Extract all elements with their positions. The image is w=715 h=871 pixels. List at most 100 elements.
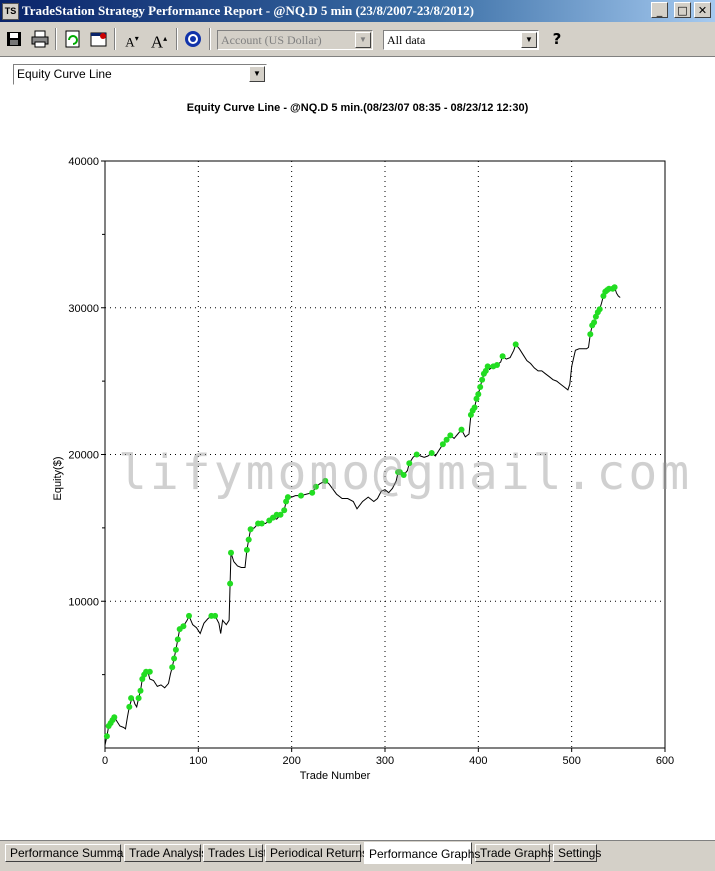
new-high-marker <box>174 636 181 643</box>
new-high-marker <box>406 460 413 467</box>
equity-chart: 0 100 200 300 400 500 600 10000 20000 30000 40000 T… <box>52 156 674 782</box>
chevron-down-icon[interactable]: ▼ <box>249 66 265 82</box>
x-tick-label: 500 <box>562 755 580 767</box>
new-high-marker <box>587 331 594 338</box>
new-high-marker <box>228 549 234 556</box>
chevron-down-icon: ▼ <box>355 32 371 48</box>
new-high-marker <box>484 363 491 370</box>
app-icon: TS <box>2 3 19 20</box>
new-high-marker <box>111 714 118 721</box>
graph-type-value: Equity Curve Line <box>17 67 112 81</box>
help-icon[interactable]: ? <box>552 30 562 48</box>
y-axis-label: Equity($) <box>52 456 64 500</box>
tab-trade-graphs[interactable]: Trade Graphs <box>475 844 554 862</box>
toolbar-separator <box>209 28 211 50</box>
print-icon[interactable] <box>29 28 51 50</box>
y-tick-label: 30000 <box>68 303 99 315</box>
tab-performance-graphs[interactable]: Performance Graphs <box>364 842 480 864</box>
new-high-marker <box>439 441 446 448</box>
tab-performance-summary[interactable]: Performance Summary <box>5 844 133 862</box>
graph-type-select[interactable]: Equity Curve Line ▼ <box>13 64 267 85</box>
new-high-marker <box>171 655 178 662</box>
y-tick-label: 10000 <box>68 596 99 608</box>
new-high-marker <box>172 646 179 653</box>
x-tick-label: 300 <box>376 755 394 767</box>
x-tick-label: 600 <box>656 755 674 767</box>
new-high-marker <box>146 668 153 675</box>
target-icon[interactable] <box>182 28 204 50</box>
new-high-marker <box>284 494 291 501</box>
new-high-marker <box>482 367 489 374</box>
close-button[interactable]: ✕ <box>694 2 711 18</box>
new-high-marker <box>312 483 319 490</box>
new-high-marker <box>475 391 482 398</box>
new-high-marker <box>277 511 284 518</box>
toolbar-separator <box>176 28 178 50</box>
tab-periodical-returns[interactable]: Periodical Returns <box>265 844 368 862</box>
increase-font-icon[interactable]: A▴ <box>150 32 168 52</box>
minimize-button[interactable]: _ <box>651 2 668 18</box>
new-high-marker <box>413 451 420 458</box>
new-high-marker <box>281 507 288 514</box>
new-high-marker <box>400 472 407 478</box>
toolbar: A▾ A▴ Account (US Dollar) ▼ All data ▼ ? <box>0 22 715 57</box>
new-high-marker <box>247 526 254 533</box>
decrease-font-icon[interactable]: A▾ <box>125 34 139 50</box>
new-high-marker <box>180 623 187 630</box>
new-high-marker <box>227 580 234 587</box>
properties-icon[interactable] <box>88 28 110 50</box>
x-tick-label: 200 <box>282 755 300 767</box>
new-high-marker <box>494 362 500 368</box>
new-high-marker <box>103 733 110 740</box>
new-high-marker <box>245 536 252 543</box>
save-icon[interactable] <box>3 28 25 50</box>
x-tick-label: 400 <box>469 755 487 767</box>
new-high-marker <box>169 664 176 671</box>
new-high-marker <box>447 432 454 439</box>
tab-trades-list[interactable]: Trades List <box>203 844 267 862</box>
toolbar-separator <box>55 28 57 50</box>
toolbar-separator <box>114 28 116 50</box>
new-high-marker <box>591 319 598 326</box>
new-high-marker <box>128 695 135 702</box>
y-tick-label: 40000 <box>68 156 99 168</box>
new-high-marker <box>499 353 506 360</box>
maximize-button[interactable]: □ <box>674 2 691 18</box>
new-high-marker <box>458 426 465 433</box>
tab-trade-analysis[interactable]: Trade Analysis <box>124 844 207 862</box>
x-tick-label: 100 <box>189 755 207 767</box>
y-tick-label: 20000 <box>68 450 99 462</box>
new-high-marker <box>135 695 142 702</box>
chart-title: Equity Curve Line - @NQ.D 5 min.(08/23/0… <box>186 102 529 114</box>
new-high-marker <box>479 376 486 383</box>
report-content: Equity Curve Line ▼ Equity Curve Line - … <box>0 57 715 840</box>
new-high-marker <box>596 306 603 313</box>
x-axis-label: Trade Number <box>300 770 371 782</box>
new-high-marker <box>471 404 478 411</box>
new-high-marker <box>258 520 265 527</box>
new-high-marker <box>611 284 618 291</box>
account-combo-value: Account (US Dollar) <box>221 33 322 47</box>
new-high-marker <box>512 341 519 348</box>
data-range-combo[interactable]: All data ▼ <box>383 30 539 50</box>
equity-line <box>104 286 621 746</box>
tab-bar: Performance Summary Trade Analysis Trades … <box>0 840 715 871</box>
new-high-marker <box>243 546 250 553</box>
new-high-marker <box>186 612 192 619</box>
new-high-marker <box>298 492 304 499</box>
new-high-marker <box>322 477 329 484</box>
title-bar: TS TradeStation Strategy Performance Rep… <box>0 0 715 22</box>
new-high-marker <box>428 450 435 456</box>
new-high-marker <box>126 703 133 710</box>
new-high-marker <box>137 687 144 694</box>
x-tick-label: 0 <box>102 755 108 767</box>
new-high-marker <box>443 436 450 443</box>
data-range-value: All data <box>387 33 426 47</box>
new-high-marker <box>477 384 484 390</box>
tab-settings[interactable]: Settings <box>553 844 601 862</box>
refresh-icon[interactable] <box>62 28 84 50</box>
new-high-marker <box>309 489 316 496</box>
chevron-down-icon[interactable]: ▼ <box>521 32 537 48</box>
account-combo: Account (US Dollar) ▼ <box>217 30 373 50</box>
new-high-marker <box>212 612 219 619</box>
